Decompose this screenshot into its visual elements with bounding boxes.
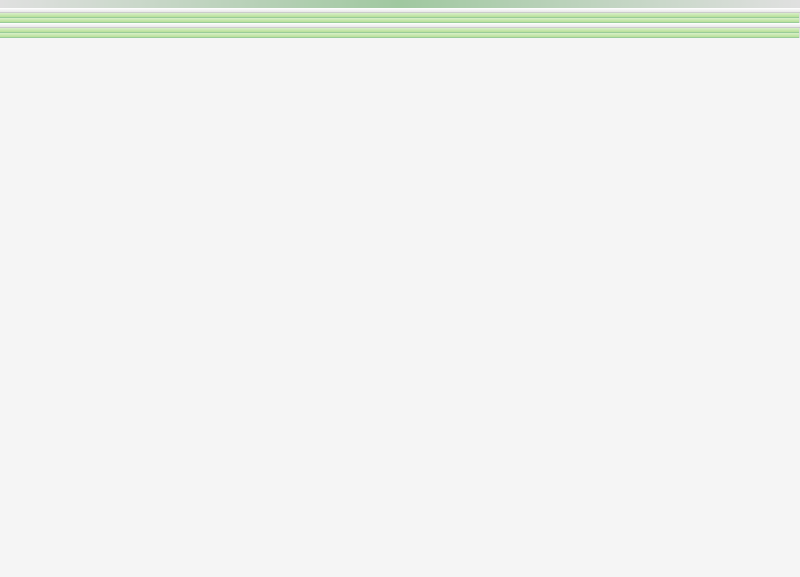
tse-impact-title xyxy=(585,18,799,23)
ifb-top-title xyxy=(0,33,585,38)
top-color-bar xyxy=(0,0,800,8)
tse-top-title xyxy=(0,18,585,23)
ifb-impact-title xyxy=(585,33,799,38)
